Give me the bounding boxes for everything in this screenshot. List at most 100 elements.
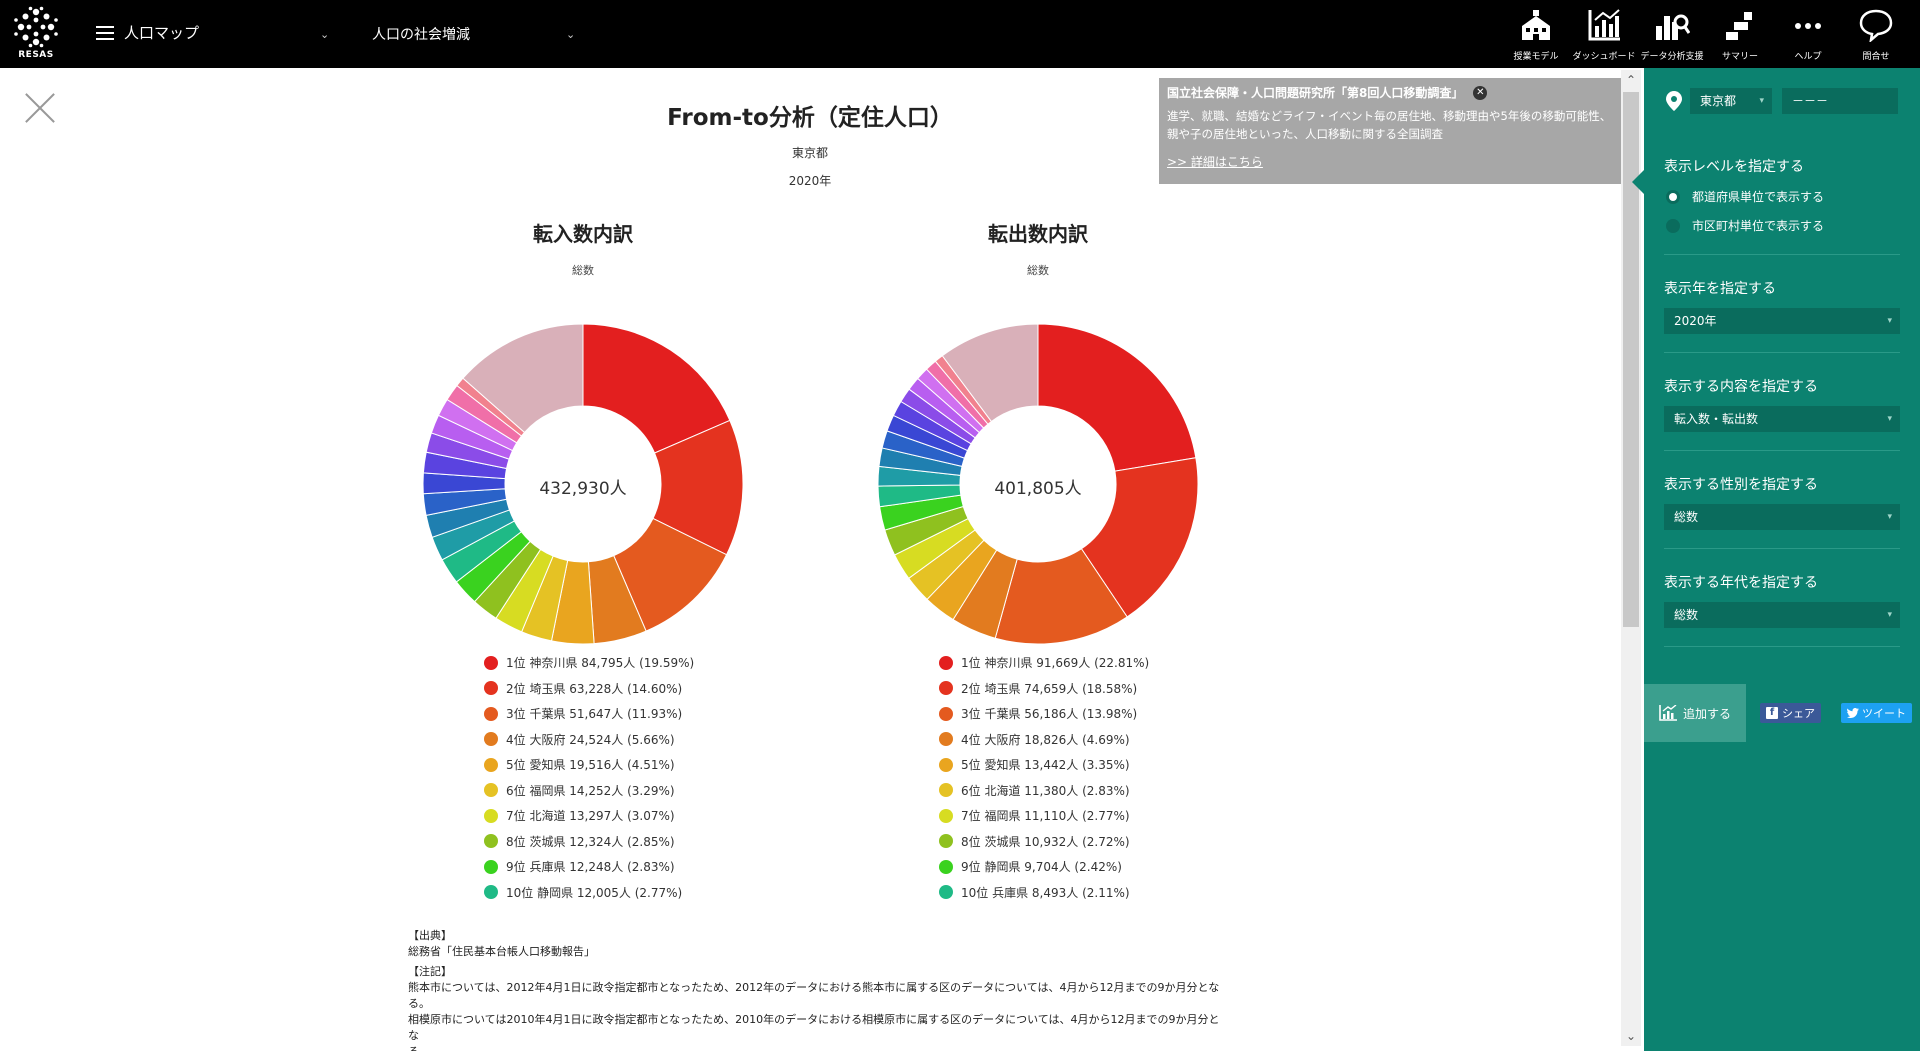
city-select[interactable]: －－－ bbox=[1782, 88, 1898, 114]
legend-item[interactable]: 6位 北海道 11,380人 (2.83%) bbox=[939, 778, 1149, 804]
prefecture-select[interactable]: 東京都 ▾ bbox=[1690, 88, 1772, 114]
contact-button[interactable]: 問合せ bbox=[1842, 6, 1910, 64]
age-select[interactable]: 総数 ▾ bbox=[1664, 602, 1900, 628]
chevron-down-icon: ▾ bbox=[1887, 610, 1892, 620]
year-select[interactable]: 2020年 ▾ bbox=[1664, 308, 1900, 334]
prefecture-value: 東京都 bbox=[1700, 94, 1737, 108]
school-icon bbox=[1522, 10, 1550, 40]
level-option-city[interactable]: 市区町村単位で表示する bbox=[1666, 217, 1824, 234]
legend-item[interactable]: 3位 千葉県 56,186人 (13.98%) bbox=[939, 701, 1149, 727]
close-icon[interactable]: ✕ bbox=[1473, 85, 1488, 100]
outflow-legend: 1位 神奈川県 91,669人 (22.81%) 2位 埼玉県 74,659人 (… bbox=[939, 650, 1149, 905]
note-heading: 【注記】 bbox=[408, 965, 452, 978]
legend-item[interactable]: 6位 福岡県 14,252人 (3.29%) bbox=[484, 778, 694, 804]
level-option-prefecture[interactable]: 都道府県単位で表示する bbox=[1666, 188, 1824, 205]
legend-color-dot bbox=[484, 808, 498, 823]
legend-label: 5位 愛知県 13,442人 (3.35%) bbox=[961, 758, 1130, 773]
menu-label: 人口マップ bbox=[124, 24, 200, 42]
scroll-thumb[interactable] bbox=[1623, 92, 1639, 627]
scroll-down-icon[interactable]: ⌄ bbox=[1625, 1029, 1637, 1043]
add-chart-icon bbox=[1659, 705, 1677, 721]
donut-slice-1[interactable] bbox=[1037, 323, 1197, 472]
legend-label: 8位 茨城県 12,324人 (2.85%) bbox=[506, 834, 675, 849]
legend-item[interactable]: 5位 愛知県 13,442人 (3.35%) bbox=[939, 752, 1149, 778]
legend-item[interactable]: 2位 埼玉県 74,659人 (18.58%) bbox=[939, 676, 1149, 702]
level-option-label: 都道府県単位で表示する bbox=[1692, 190, 1825, 204]
content-select-value: 転入数・転出数 bbox=[1674, 412, 1759, 426]
add-button-label: 追加する bbox=[1682, 706, 1731, 721]
legend-color-dot bbox=[939, 834, 953, 849]
legend-item[interactable]: 5位 愛知県 19,516人 (4.51%) bbox=[484, 752, 694, 778]
main-menu-button[interactable]: 人口マップ bbox=[96, 22, 199, 43]
legend-color-dot bbox=[939, 859, 953, 874]
close-icon[interactable] bbox=[24, 92, 56, 124]
legend-color-dot bbox=[939, 732, 953, 747]
help-button[interactable]: ヘルプ bbox=[1774, 6, 1842, 64]
info-popup: 国立社会保障・人口問題研究所「第8回人口移動調査」 ✕ 進学、就職、結婚などライ… bbox=[1159, 78, 1624, 184]
jugyo-model-button[interactable]: 授業モデル bbox=[1502, 6, 1570, 64]
tweet-label: ツイート bbox=[1862, 707, 1906, 720]
outflow-total: 401,805人 bbox=[994, 479, 1082, 499]
legend-item[interactable]: 1位 神奈川県 91,669人 (22.81%) bbox=[939, 650, 1149, 676]
divider bbox=[1664, 352, 1900, 353]
legend-item[interactable]: 2位 埼玉県 63,228人 (14.60%) bbox=[484, 676, 694, 702]
legend-item[interactable]: 10位 静岡県 12,005人 (2.77%) bbox=[484, 880, 694, 906]
inflow-chart-title: 転入数内訳 bbox=[533, 222, 633, 246]
content-select[interactable]: 転入数・転出数 ▾ bbox=[1664, 406, 1900, 432]
tweet-button[interactable]: ツイート bbox=[1841, 703, 1912, 723]
legend-item[interactable]: 9位 兵庫県 12,248人 (2.83%) bbox=[484, 854, 694, 880]
donut-slice-2[interactable] bbox=[1080, 457, 1199, 618]
legend-item[interactable]: 7位 福岡県 11,110人 (2.77%) bbox=[939, 803, 1149, 829]
chevron-down-icon[interactable]: ⌄ bbox=[320, 28, 330, 41]
legend-color-dot bbox=[484, 655, 498, 670]
legend-item[interactable]: 10位 兵庫県 8,493人 (2.11%) bbox=[939, 880, 1149, 906]
info-popup-body: 進学、就職、結婚などライフ・イベント毎の居住地、移動理由や5年後の移動可能性、 … bbox=[1167, 107, 1616, 143]
legend-item[interactable]: 8位 茨城県 12,324人 (2.85%) bbox=[484, 829, 694, 855]
scroll-up-icon[interactable]: ⌃ bbox=[1625, 73, 1637, 87]
legend-color-dot bbox=[484, 834, 498, 849]
facebook-share-button[interactable]: f シェア bbox=[1760, 703, 1821, 723]
info-popup-body-line1: 進学、就職、結婚などライフ・イベント毎の居住地、移動理由や5年後の移動可能性、 bbox=[1167, 109, 1612, 123]
radio-selected[interactable] bbox=[1666, 189, 1680, 204]
legend-label: 5位 愛知県 19,516人 (4.51%) bbox=[506, 758, 675, 773]
legend-label: 10位 静岡県 12,005人 (2.77%) bbox=[506, 885, 683, 900]
gender-select[interactable]: 総数 ▾ bbox=[1664, 504, 1900, 530]
donut-slice-1[interactable] bbox=[582, 323, 731, 454]
legend-label: 1位 神奈川県 91,669人 (22.81%) bbox=[961, 656, 1150, 671]
legend-item[interactable]: 4位 大阪府 18,826人 (4.69%) bbox=[939, 727, 1149, 753]
chevron-down-icon[interactable]: ⌄ bbox=[566, 28, 576, 41]
legend-item[interactable]: 8位 茨城県 10,932人 (2.72%) bbox=[939, 829, 1149, 855]
legend-color-dot bbox=[484, 859, 498, 874]
legend-color-dot bbox=[484, 757, 498, 772]
location-pin-icon bbox=[1666, 91, 1682, 111]
radio-unselected[interactable] bbox=[1666, 218, 1680, 233]
submenu-select[interactable]: 人口の社会増減 bbox=[372, 27, 470, 43]
note-text-1b: る。 bbox=[408, 997, 430, 1010]
donut-slice-other-11[interactable] bbox=[462, 323, 584, 434]
data-analysis-button[interactable]: データ分析支援 bbox=[1638, 6, 1706, 64]
add-button[interactable]: 追加する bbox=[1644, 684, 1746, 742]
chevron-down-icon: ▾ bbox=[1887, 512, 1892, 522]
legend-item[interactable]: 3位 千葉県 51,647人 (11.93%) bbox=[484, 701, 694, 727]
legend-item[interactable]: 4位 大阪府 24,524人 (5.66%) bbox=[484, 727, 694, 753]
info-popup-body-line2: 親や子の居住地といった、人口移動に関する全国調査 bbox=[1167, 127, 1443, 141]
sidebar-notch bbox=[1632, 170, 1644, 194]
summary-button[interactable]: サマリー bbox=[1706, 6, 1774, 64]
dashboard-button[interactable]: ダッシュボード bbox=[1570, 6, 1638, 64]
legend-color-dot bbox=[939, 655, 953, 670]
chevron-down-icon: ▾ bbox=[1887, 316, 1892, 326]
resas-logo[interactable]: RESAS bbox=[10, 4, 62, 64]
gender-select-value: 総数 bbox=[1674, 510, 1699, 524]
hamburger-icon bbox=[96, 25, 114, 40]
legend-item[interactable]: 1位 神奈川県 84,795人 (19.59%) bbox=[484, 650, 694, 676]
resas-logo-icon bbox=[14, 6, 58, 48]
legend-item[interactable]: 7位 北海道 13,297人 (3.07%) bbox=[484, 803, 694, 829]
data-analysis-icon bbox=[1656, 14, 1690, 40]
donut-slice-other-11[interactable] bbox=[941, 323, 1039, 423]
legend-label: 1位 神奈川県 84,795人 (19.59%) bbox=[506, 656, 695, 671]
legend-label: 6位 福岡県 14,252人 (3.29%) bbox=[506, 783, 675, 798]
vertical-scrollbar[interactable]: ⌃ ⌄ bbox=[1621, 70, 1641, 1046]
details-link[interactable]: >> 詳細はこちら bbox=[1167, 155, 1263, 169]
legend-item[interactable]: 9位 静岡県 9,704人 (2.42%) bbox=[939, 854, 1149, 880]
chevron-down-icon: ▾ bbox=[1887, 414, 1892, 424]
